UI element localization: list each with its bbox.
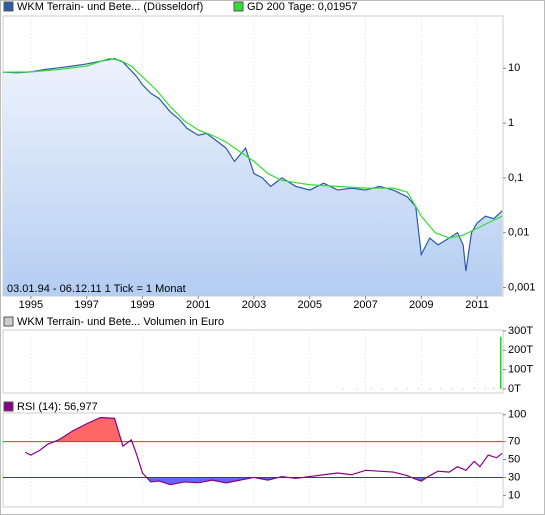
x-tick-label: 2003 [242,299,266,311]
y-tick-label: 1 [508,117,514,129]
legend-label: RSI (14): 56,977 [17,401,98,413]
x-tick-label: 1999 [130,299,154,311]
y-tick-label: 10 [508,62,520,74]
y-tick-label: 10 [508,489,520,501]
threshold-fill [25,417,503,442]
x-tick-label: 1995 [19,299,43,311]
bar [473,388,476,390]
bar [440,388,442,390]
x-tick-label: 2011 [465,299,489,311]
line [25,416,503,486]
x-tick-label: 2009 [409,299,433,311]
legend-swatch [3,1,14,12]
y-tick-label: 100 [508,409,526,421]
x-tick-label: 2005 [298,299,322,311]
bar [370,388,372,390]
x-tick-label: 1997 [74,299,98,311]
legend-swatch [3,316,14,327]
y-tick-label: 0,1 [508,172,523,184]
bar [406,388,409,390]
y-tick-label: 100T [508,364,533,376]
bar [462,388,464,390]
y-tick-label: 0,001 [508,281,536,293]
area [3,58,503,296]
legend-label: WKM Terrain- und Bete... (Düsseldorf) [17,1,203,13]
bar [381,388,384,390]
bar [342,388,344,390]
legend-swatch [3,401,14,412]
y-tick-label: 200T [508,344,533,356]
legend-swatch [233,1,244,12]
y-tick-label: 0,01 [508,227,529,239]
annotation: 03.01.94 - 06.12.11 1 Tick = 1 Monat [7,283,186,295]
y-tick-label: 30 [508,471,520,483]
y-tick-label: 70 [508,436,520,448]
bar [484,388,487,390]
bar [451,388,453,390]
x-tick-label: 2001 [186,299,210,311]
line [2,58,503,239]
bar [493,388,495,389]
bar [428,388,431,390]
plot-area [2,329,504,394]
bar [356,388,358,390]
y-tick-label: 0T [508,383,521,395]
y-tick-label: 50 [508,453,520,465]
bar [417,388,420,390]
bar [395,388,397,390]
legend-label: GD 200 Tage: 0,01957 [247,1,358,13]
x-tick-label: 2007 [353,299,377,311]
y-tick-label: 300T [508,325,533,337]
bar [500,336,502,389]
legend-label: WKM Terrain- und Bete... Volumen in Euro [17,316,224,328]
plot-area [2,412,504,508]
